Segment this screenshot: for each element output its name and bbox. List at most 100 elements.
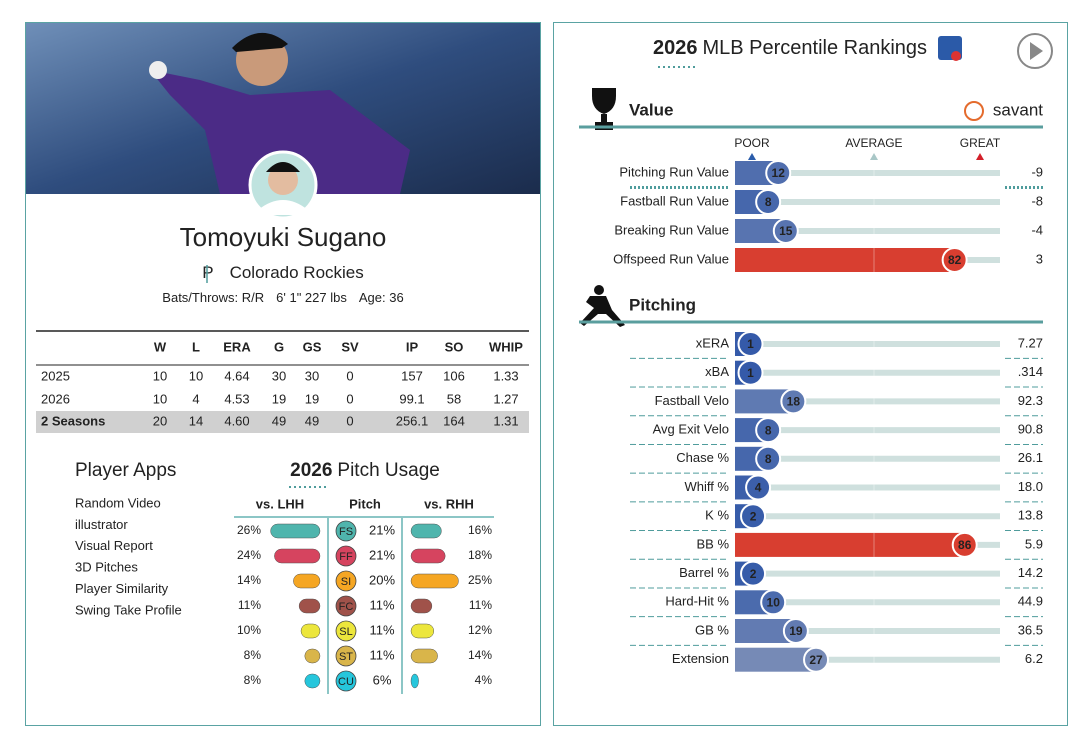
table-cell: 14: [189, 413, 203, 428]
metric-value: 14.2: [1018, 565, 1043, 580]
percentile-value: 1: [747, 337, 754, 351]
percentile-value: 12: [772, 166, 786, 180]
usage-header: vs. RHH: [424, 496, 474, 511]
table-cell: 49: [305, 413, 319, 428]
table-cell: 256.1: [396, 413, 429, 428]
app-link[interactable]: 3D Pitches: [75, 560, 138, 575]
pitch-code: FC: [339, 601, 354, 613]
rhh-label: 18%: [468, 548, 492, 562]
app-link[interactable]: illustrator: [75, 517, 128, 532]
player-bio: Bats/Throws: R/R 6' 1" 227 lbs Age: 36: [162, 290, 403, 305]
overall-label: 21%: [369, 522, 395, 537]
row-label: 2025: [41, 368, 70, 383]
percentile-dot: [782, 618, 809, 644]
app-link[interactable]: Swing Take Profile: [75, 602, 182, 617]
app-link[interactable]: Player Similarity: [75, 581, 169, 596]
metric-value: 18.0: [1018, 479, 1043, 494]
position: P: [202, 263, 213, 282]
lhh-label: 8%: [244, 648, 262, 662]
percentile-dot: [745, 474, 772, 501]
metric-value: 92.3: [1018, 393, 1043, 408]
percentile-bar: [735, 248, 955, 272]
rhh-bar: [410, 598, 433, 614]
lhh-bar: [270, 523, 321, 539]
metric-label: Whiff %: [684, 479, 729, 494]
table-header: G: [274, 339, 284, 354]
title: Pitch Usage: [337, 460, 439, 481]
app-link[interactable]: Visual Report: [75, 538, 153, 553]
metric-label: Fastball Velo: [655, 393, 729, 408]
pitch-code: FF: [339, 551, 353, 563]
scale-marker: [976, 153, 984, 160]
lhh-bar: [304, 648, 321, 664]
versus-icon: [938, 36, 962, 61]
percentile-dot: [772, 218, 799, 244]
total-row-bg: [36, 411, 529, 433]
table-cell: 106: [443, 368, 465, 383]
lhh-bar: [300, 623, 321, 639]
savant-logo: [964, 101, 984, 121]
row-label: 2 Seasons: [41, 413, 105, 428]
pitch-code: CU: [338, 676, 354, 688]
table-cell: 1.31: [493, 413, 518, 428]
rhh-bar: [410, 523, 442, 539]
table-cell: 19: [272, 391, 286, 406]
table-cell: 4: [192, 391, 199, 406]
height-weight: 6' 1" 227 lbs: [276, 290, 347, 305]
pitch-code: SL: [339, 626, 352, 638]
table-header: ERA: [223, 339, 251, 354]
rankings-title: 2026 MLB Percentile Rankings: [653, 37, 927, 59]
percentile-bar: [735, 532, 965, 557]
lhh-bar: [293, 573, 321, 589]
scale-label: AVERAGE: [845, 136, 902, 150]
play-button[interactable]: [1017, 33, 1053, 69]
metric-label: xBA: [705, 364, 729, 379]
table-cell: 20: [153, 413, 167, 428]
metric-label: Pitching Run Value: [619, 164, 729, 179]
year: 2026: [653, 37, 698, 59]
table-cell: 10: [153, 368, 167, 383]
rhh-bar: [410, 673, 419, 689]
percentile-value: 19: [789, 624, 803, 638]
table-cell: 0: [346, 391, 353, 406]
rhh-bar: [410, 648, 438, 664]
pitch-code: ST: [339, 651, 353, 663]
overall-label: 11%: [369, 622, 394, 637]
metric-value: 90.8: [1018, 422, 1043, 437]
row-label: 2026: [41, 391, 70, 406]
metric-value: 7.27: [1018, 335, 1043, 350]
metric-value: 13.8: [1018, 508, 1043, 523]
table-cell: 30: [305, 368, 319, 383]
table-header: L: [192, 339, 200, 354]
metric-value: 6.2: [1025, 651, 1043, 666]
year: 2026: [290, 460, 332, 481]
player-photo: [26, 23, 540, 194]
percentile-value: 82: [948, 253, 962, 267]
lhh-label: 14%: [237, 573, 261, 587]
lhh-bar: [304, 673, 321, 689]
pitch-usage-title: 2026 Pitch Usage: [290, 460, 440, 481]
table-cell: 4.64: [224, 368, 249, 383]
table-cell: 19: [305, 391, 319, 406]
percentile-dot: [755, 189, 782, 215]
overall-label: 21%: [369, 547, 395, 562]
metric-label: BB %: [696, 536, 729, 551]
table-header: GS: [303, 339, 322, 354]
pitch-code: FS: [339, 526, 353, 538]
pitch-code: SI: [341, 576, 351, 588]
age: Age: 36: [359, 290, 404, 305]
bats-throws: Bats/Throws: R/R: [162, 290, 264, 305]
rhh-bar: [410, 623, 435, 639]
metric-label: GB %: [695, 622, 729, 637]
pitcher-icon: [580, 285, 625, 327]
metric-label: xERA: [696, 335, 730, 350]
rhh-label: 12%: [468, 623, 492, 637]
app-link[interactable]: Random Video: [75, 495, 161, 510]
metric-label: Hard-Hit %: [665, 594, 729, 609]
player-position-team: P Colorado Rockies: [202, 263, 364, 282]
overall-label: 11%: [369, 647, 394, 662]
overall-label: 6%: [373, 672, 392, 687]
lhh-label: 10%: [237, 623, 261, 637]
table-cell: 4.53: [224, 391, 249, 406]
